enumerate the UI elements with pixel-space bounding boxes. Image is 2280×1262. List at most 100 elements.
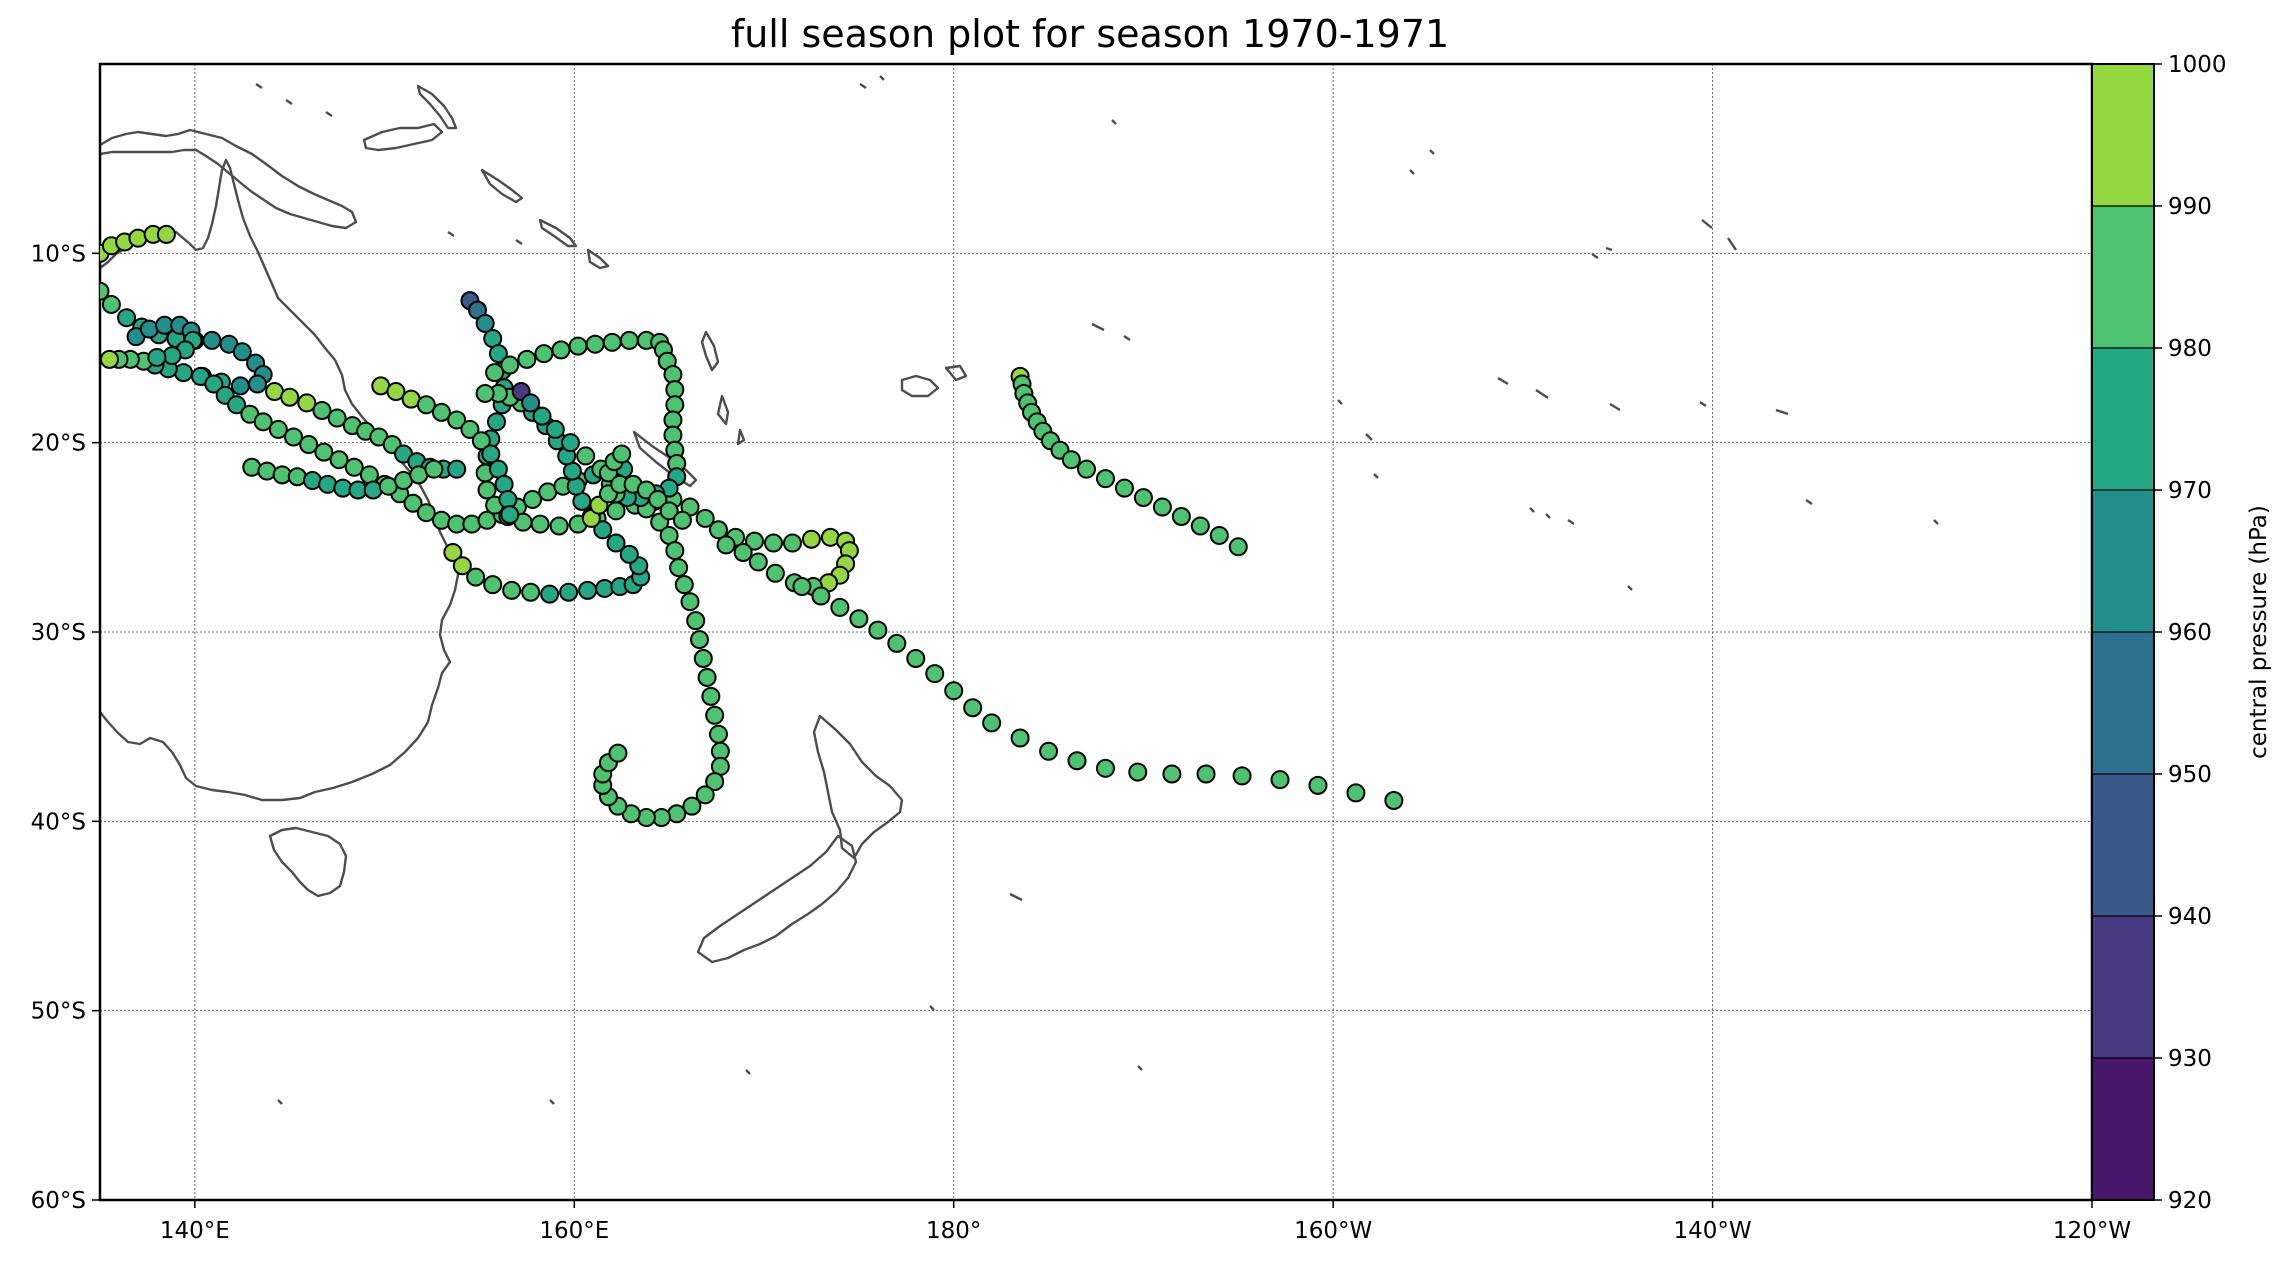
track-12-point-10 <box>1077 459 1097 479</box>
track-13-point-21 <box>1346 783 1366 803</box>
coastline-islands <box>255 75 1939 1105</box>
track-9-point-29 <box>612 444 632 464</box>
storm-track-2 <box>126 315 203 367</box>
track-12-point-17 <box>1209 525 1229 545</box>
track-8-point-20 <box>701 686 721 706</box>
colorbar-tick-label-0: 920 <box>2168 1188 2212 1214</box>
coastline-tasmania <box>268 826 348 898</box>
track-6-point-28 <box>475 383 495 403</box>
colorbar-tick-label-1: 930 <box>2168 1046 2212 1072</box>
track-5-point-25 <box>695 508 715 528</box>
track-12-point-12 <box>1114 478 1134 498</box>
track-12-point-18 <box>1228 537 1248 557</box>
lat-tick-label-0: 10°S <box>31 241 86 267</box>
track-6-point-1 <box>452 556 472 576</box>
storm-track-13 <box>792 577 1404 811</box>
longitude-axis: 140°E 160°E 180° 160°W 140°W 120°W <box>160 1200 2131 1244</box>
track-9-point-3 <box>534 344 554 364</box>
storm-track-1 <box>100 281 273 396</box>
colorbar-label: central pressure (hPa) <box>2246 505 2272 759</box>
storm-track-4 <box>191 366 634 534</box>
track-12-point-15 <box>1171 507 1191 527</box>
track-8-point-37 <box>608 743 628 763</box>
track-5-point-31 <box>801 529 821 549</box>
track-5-point-40 <box>765 563 785 583</box>
track-7-point-3 <box>416 395 436 415</box>
coastline-new-guinea <box>100 128 358 230</box>
track-7-point-1 <box>386 382 406 402</box>
track-7-point-7 <box>471 431 491 451</box>
track-12-point-13 <box>1133 488 1153 508</box>
track-8-point-19 <box>697 667 717 687</box>
track-10-point-7 <box>659 501 679 521</box>
track-13-point-0 <box>792 577 812 597</box>
lat-tick-label-1: 20°S <box>31 431 86 457</box>
track-5-point-2 <box>475 313 495 333</box>
track-6-point-15 <box>606 533 626 553</box>
track-13-point-14 <box>1095 758 1115 778</box>
lat-tick-label-5: 60°S <box>31 1188 86 1214</box>
lon-tick-label-5: 120°W <box>2053 1218 2131 1244</box>
track-7-point-8 <box>481 444 501 464</box>
track-1-point-1 <box>101 294 121 314</box>
pressure-colorbar: 920 930 940 950 960 970 980 990 1000 <box>2091 52 2227 1214</box>
track-0-point-5 <box>156 224 176 244</box>
colorbar-band-0 <box>2092 1058 2154 1200</box>
track-3-point-4 <box>327 408 347 428</box>
track-7-point-5 <box>447 410 467 430</box>
track-8-point-26 <box>695 785 715 805</box>
track-13-point-15 <box>1128 762 1148 782</box>
track-1-point-0 <box>100 281 110 301</box>
track-8-point-2 <box>532 406 552 426</box>
track-6-point-0 <box>443 542 463 562</box>
lon-tick-label-0: 140°E <box>160 1218 230 1244</box>
colorbar-tick-label-8: 1000 <box>2168 52 2227 78</box>
track-6-point-4 <box>502 580 522 600</box>
track-13-point-19 <box>1270 770 1290 790</box>
track-8-point-27 <box>682 796 702 816</box>
track-13-point-3 <box>849 609 869 629</box>
track-13-point-10 <box>982 713 1002 733</box>
track-1-point-13 <box>230 376 250 396</box>
storm-track-12 <box>1010 366 1248 557</box>
track-4-point-9 <box>314 442 334 462</box>
track-6-point-2 <box>466 567 486 587</box>
track-12-point-11 <box>1095 469 1115 489</box>
track-13-point-7 <box>925 664 945 684</box>
track-13-point-9 <box>963 698 983 718</box>
track-12-point-9 <box>1061 450 1081 470</box>
track-8-point-4 <box>560 433 580 453</box>
track-7-point-4 <box>431 402 451 422</box>
track-4-point-11 <box>344 457 364 477</box>
track-8-point-14 <box>674 575 694 595</box>
track-8-point-21 <box>705 705 725 725</box>
track-13-point-13 <box>1067 751 1087 771</box>
track-5-point-12 <box>477 480 497 500</box>
track-6-point-7 <box>559 582 579 602</box>
track-5-point-43 <box>716 535 736 555</box>
track-8-point-16 <box>686 611 706 631</box>
track-1-point-22 <box>100 349 119 369</box>
track-12-point-16 <box>1190 516 1210 536</box>
track-4-point-15 <box>403 493 423 513</box>
coastline-nz-north <box>812 714 904 860</box>
lat-tick-label-3: 40°S <box>31 809 86 835</box>
colorbar-band-3 <box>2092 632 2154 774</box>
lon-tick-label-4: 140°W <box>1673 1218 1751 1244</box>
track-8-point-13 <box>669 558 689 578</box>
lat-tick-label-2: 30°S <box>31 620 86 646</box>
track-13-point-16 <box>1162 764 1182 784</box>
track-5-point-17 <box>549 516 569 536</box>
track-7-point-12 <box>500 505 520 525</box>
track-6-point-14 <box>619 544 639 564</box>
track-8-point-15 <box>680 592 700 612</box>
track-5-point-29 <box>763 533 783 553</box>
track-3-point-13 <box>447 459 467 479</box>
track-6-point-3 <box>483 575 503 595</box>
coastline-nz-south <box>696 834 858 964</box>
track-11-point-12 <box>424 459 444 479</box>
track-13-point-6 <box>906 649 926 669</box>
track-9-point-1 <box>500 355 520 375</box>
track-5-point-42 <box>733 542 753 562</box>
track-4-point-1 <box>204 374 224 394</box>
